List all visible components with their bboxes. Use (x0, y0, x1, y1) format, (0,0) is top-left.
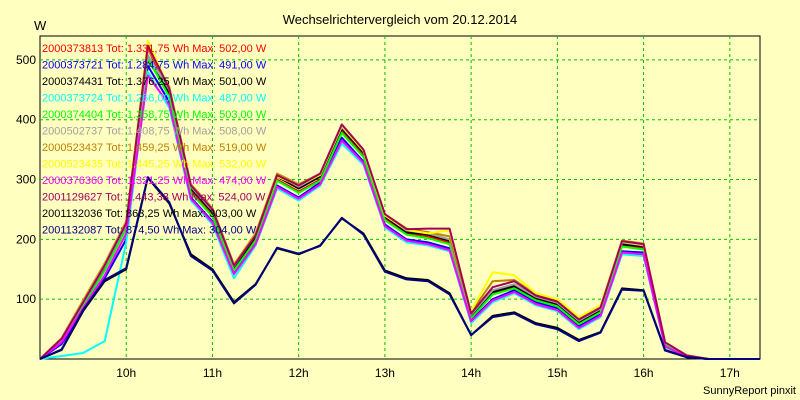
y-tick-label: 300 (16, 173, 36, 187)
y-axis-label: W (34, 18, 47, 33)
chart-title: Wechselrichtervergleich vom 20.12.2014 (283, 12, 518, 27)
x-tick-label: 13h (375, 366, 395, 380)
legend-entry-9: 2000376360 Tot: 1.321,25 Wh Max: 474,00 … (42, 175, 267, 187)
x-tick-label: 12h (289, 366, 309, 380)
x-tick-label: 15h (547, 366, 567, 380)
x-tick-label: 14h (461, 366, 481, 380)
x-tick-label: 10h (116, 366, 136, 380)
series-line-11 (39, 176, 760, 360)
legend-entry-2: 2000373721 Tot: 1.284,75 Wh Max: 491,00 … (42, 60, 267, 72)
legend-entry-8: 2000523435 Tot: 1.445,25 Wh Max: 532,00 … (42, 159, 267, 171)
y-tick-label: 200 (16, 232, 36, 246)
footer-credit: SunnyReport pinxit (703, 385, 796, 397)
x-tick-label: 17h (720, 366, 740, 380)
legend-entry-7: 2000523437 Tot: 1.459,25 Wh Max: 519,00 … (42, 142, 267, 154)
legend-entry-1: 2000373813 Tot: 1.331,75 Wh Max: 502,00 … (42, 43, 267, 55)
x-tick-label: 11h (203, 366, 222, 380)
legend-entry-5: 2000374404 Tot: 1.358,75 Wh Max: 503,00 … (42, 109, 267, 121)
legend-entry-6: 2000502737 Tot: 1.408,75 Wh Max: 508,00 … (42, 126, 267, 138)
series-line-9 (39, 74, 760, 360)
legend: 2000373813 Tot: 1.331,75 Wh Max: 502,00 … (42, 43, 267, 237)
legend-entry-4: 2000373724 Tot: 1.266,00 Wh Max: 487,00 … (42, 93, 267, 105)
x-tick-label: 16h (634, 366, 654, 380)
legend-entry-11: 2001132036 Tot: 863,25 Wh Max: 303,00 W (42, 208, 257, 220)
y-tick-label: 100 (16, 292, 36, 306)
legend-entry-3: 2000374431 Tot: 1.376,25 Wh Max: 501,00 … (42, 76, 267, 88)
legend-entry-10: 2001129627 Tot: 1.443,38 Wh Max: 524,00 … (42, 192, 266, 204)
series-line-10 (39, 44, 760, 360)
series-line-12 (39, 176, 760, 360)
plot-frame (39, 35, 761, 360)
legend-entry-12: 2001132087 Tot: 874,50 Wh Max: 304,00 W (42, 225, 257, 237)
y-tick-label: 400 (16, 113, 36, 127)
y-tick-label: 500 (16, 53, 36, 67)
